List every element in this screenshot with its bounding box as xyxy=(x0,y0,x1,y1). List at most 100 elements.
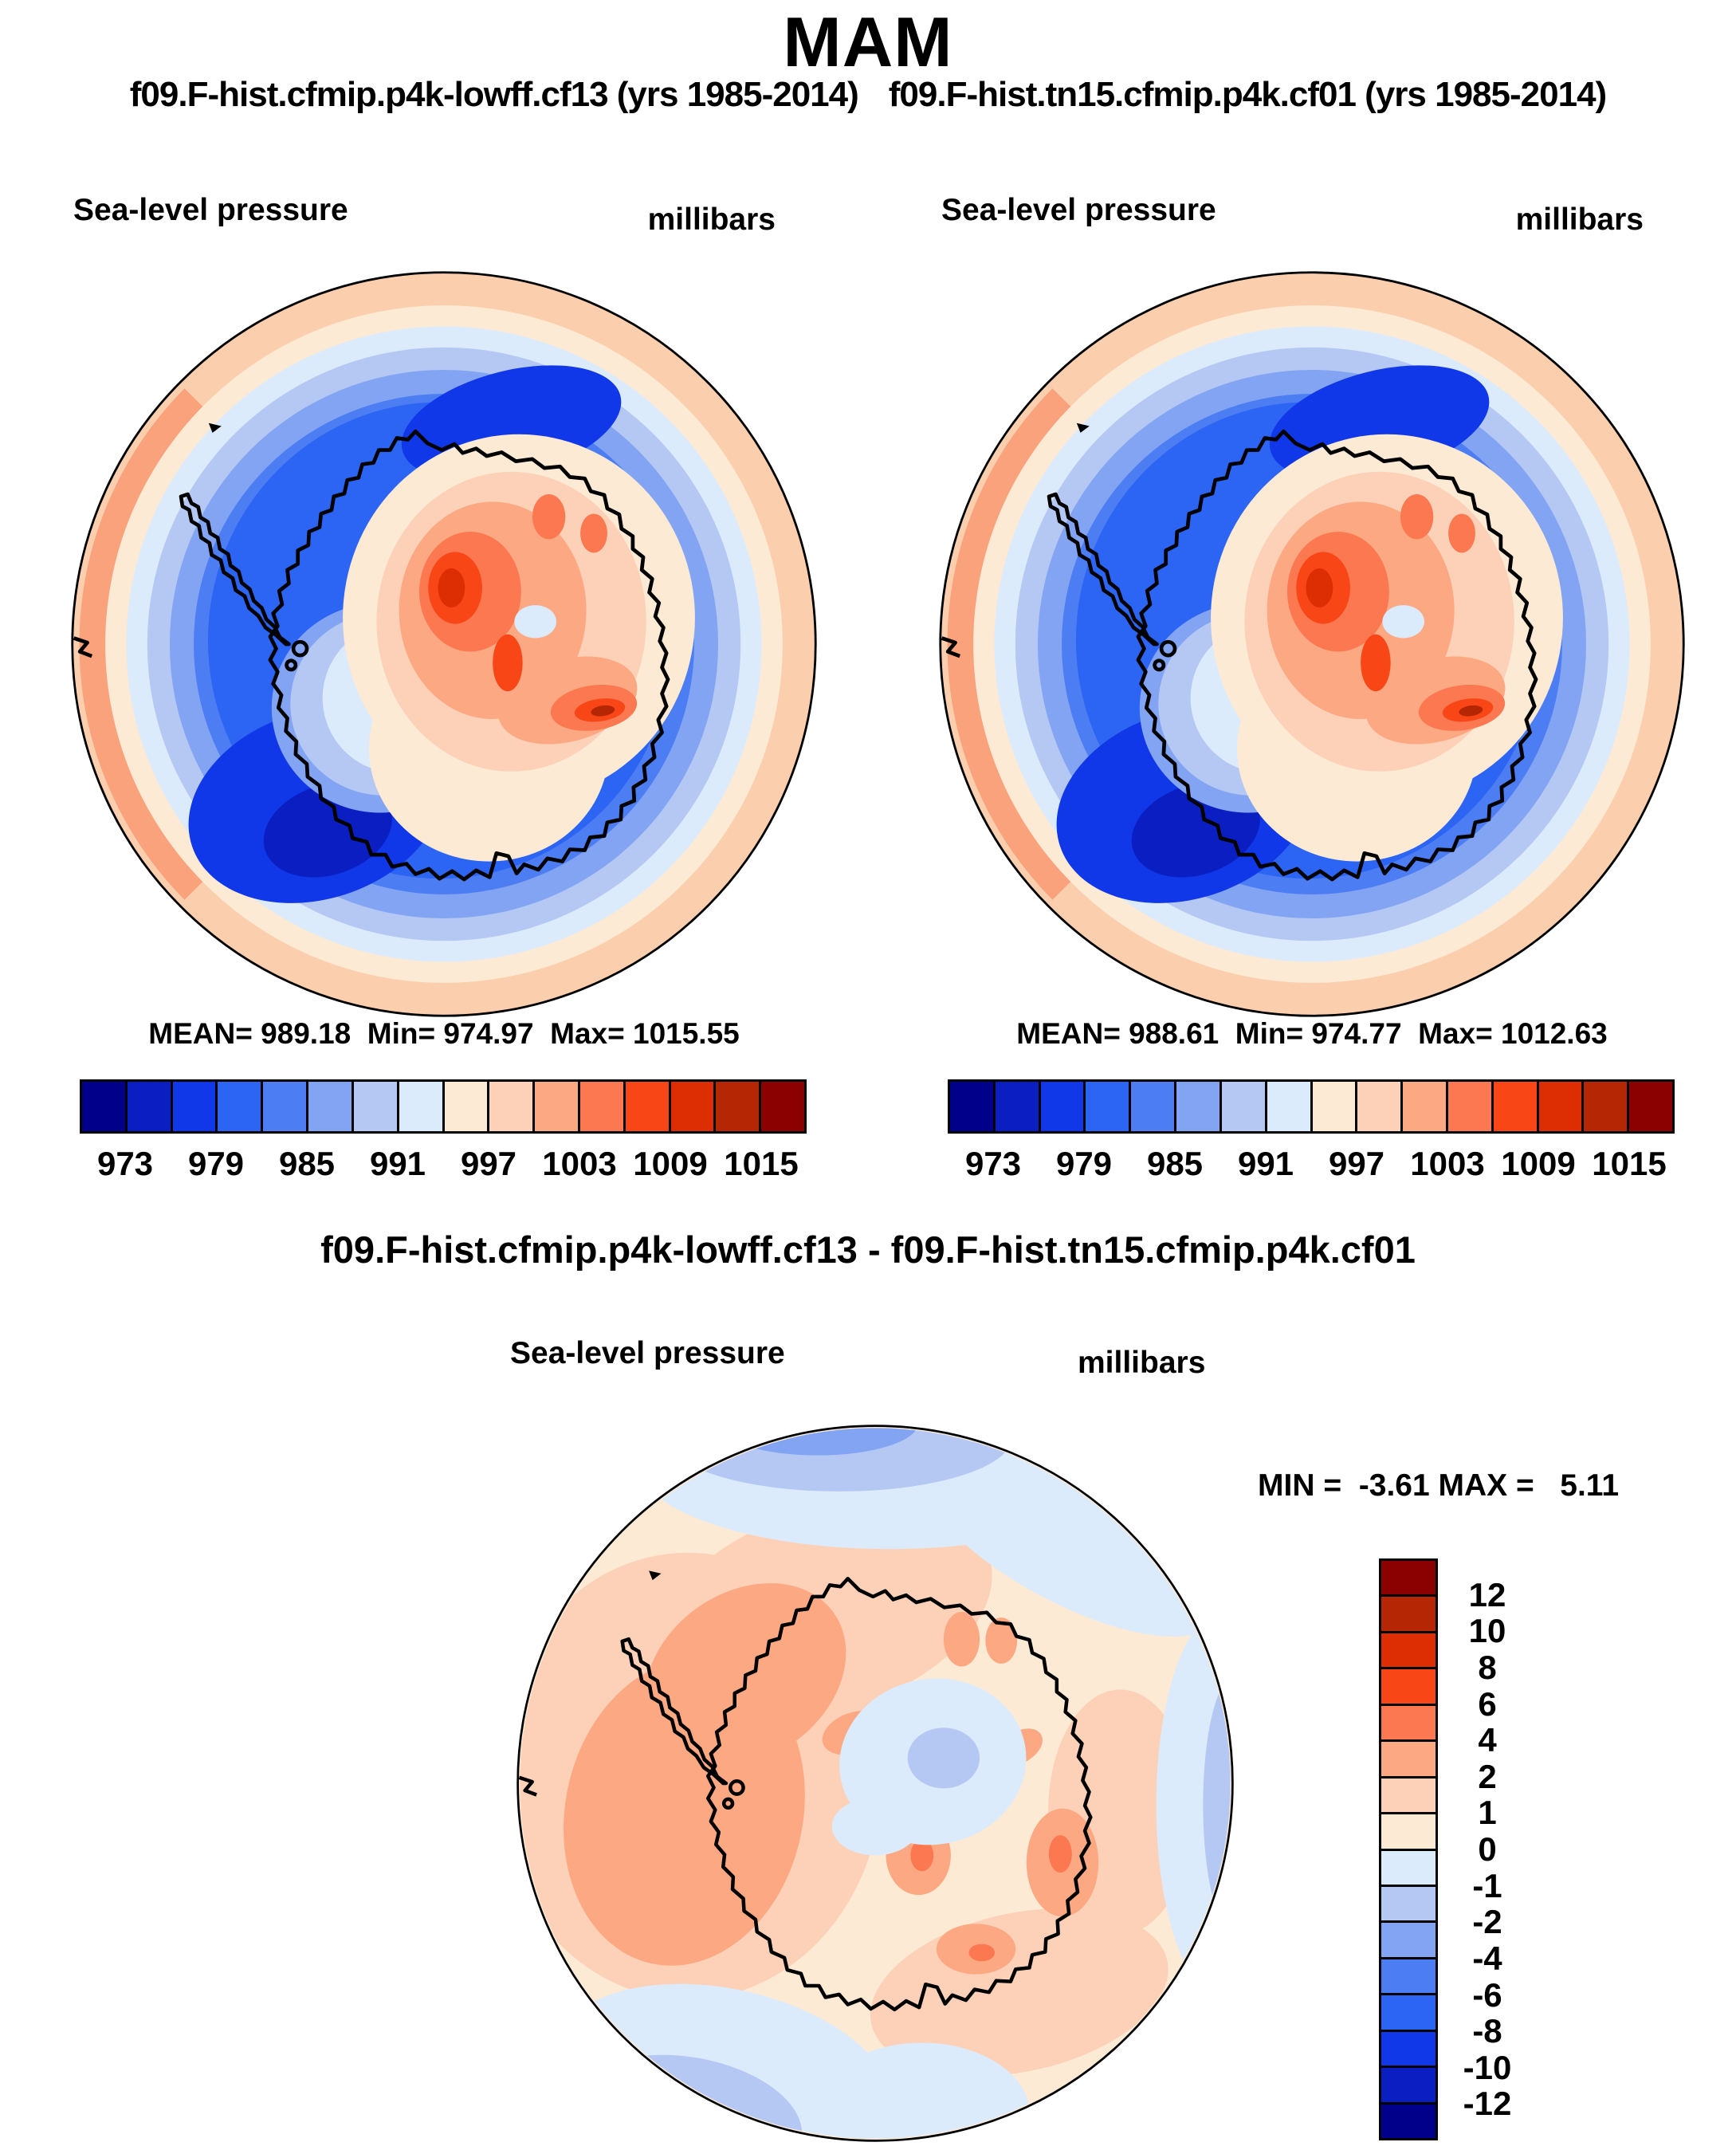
colorbar-tick-label: 1003 xyxy=(542,1145,617,1182)
colorbar-case1: 973 979 985 991 997 1003 1009 1015 xyxy=(80,1079,807,1183)
colorbar-ticks: 973 979 985 991 997 1003 1009 1015 xyxy=(948,1134,1675,1183)
colorbar-tick-label: 6 xyxy=(1478,1684,1497,1723)
colorbar-segment xyxy=(82,1082,128,1131)
colorbar-segment xyxy=(1221,1082,1267,1131)
colorbar-segment xyxy=(399,1082,445,1131)
colorbar-segment xyxy=(1381,1959,1436,1996)
colorbar-segment xyxy=(1381,1923,1436,1959)
colorbar-boxes xyxy=(80,1079,807,1134)
colorbar-segment xyxy=(1381,2104,1436,2138)
colorbar-segment xyxy=(761,1082,804,1131)
colorbar-segment xyxy=(444,1082,490,1131)
colorbar-segment xyxy=(1381,1705,1436,1743)
stats-case1: MEAN= 989.18 Min= 974.97 Max= 1015.55 xyxy=(148,1017,740,1050)
colorbar-tick-label: 0 xyxy=(1478,1830,1497,1868)
colorbar-tick-label: -4 xyxy=(1472,1939,1502,1977)
colorbar-tick-label: 12 xyxy=(1468,1575,1506,1613)
colorbar-segment xyxy=(1381,1995,1436,2032)
slp-map-case2 xyxy=(937,269,1687,1019)
colorbar-segment xyxy=(716,1082,762,1131)
colorbar-tick-label: 991 xyxy=(369,1145,426,1182)
colorbar-ticks: 973 979 985 991 997 1003 1009 1015 xyxy=(80,1134,807,1183)
colorbar-segment xyxy=(1312,1082,1358,1131)
colorbar-segment xyxy=(670,1082,717,1131)
colorbar-segment xyxy=(1629,1082,1672,1131)
run-title-right: f09.F-hist.tn15.cfmip.p4k.cf01 (yrs 1985… xyxy=(888,75,1607,114)
colorbar-segment xyxy=(625,1082,671,1131)
units-label: millibars xyxy=(1078,1346,1206,1380)
colorbar-segment xyxy=(1176,1082,1222,1131)
colorbar-segment xyxy=(1381,1778,1436,1815)
colorbar-tick-label: 1009 xyxy=(1501,1145,1576,1182)
field-label: Sea-level pressure xyxy=(941,193,1216,227)
units-label: millibars xyxy=(1515,202,1644,237)
colorbar-tick-label: 1015 xyxy=(724,1145,799,1182)
run-titles-row: f09.F-hist.cfmip.p4k-lowff.cf13 (yrs 198… xyxy=(0,75,1736,115)
colorbar-tick-label: 985 xyxy=(278,1145,336,1182)
colorbar-segment xyxy=(1381,1597,1436,1633)
colorbar-segment xyxy=(353,1082,399,1131)
colorbar-ticks: 12 10 8 6 4 2 1 0 -1 -2 -4 -6 -8 -10 -12 xyxy=(1438,1558,1565,2140)
colorbar-tick-label: 1009 xyxy=(633,1145,708,1182)
run-title-left: f09.F-hist.cfmip.p4k-lowff.cf13 (yrs 198… xyxy=(129,75,859,114)
colorbar-segment xyxy=(1381,2031,1436,2069)
colorbar-case2: 973 979 985 991 997 1003 1009 1015 xyxy=(948,1079,1675,1183)
colorbar-tick-label: 997 xyxy=(460,1145,517,1182)
colorbar-segment xyxy=(1381,1814,1436,1851)
colorbar-tick-label: 1015 xyxy=(1592,1145,1667,1182)
colorbar-boxes xyxy=(948,1079,1675,1134)
colorbar-tick-label: -10 xyxy=(1463,2048,1512,2086)
colorbar-tick-label: 979 xyxy=(1055,1145,1113,1182)
colorbar-segment xyxy=(489,1082,536,1131)
season-title: MAM xyxy=(783,2,953,81)
colorbar-segment xyxy=(263,1082,309,1131)
colorbar-tick-label: 2 xyxy=(1478,1757,1497,1795)
colorbar-tick-label: 8 xyxy=(1478,1648,1497,1686)
colorbar-tick-label: -8 xyxy=(1472,2012,1502,2050)
colorbar-segment xyxy=(1040,1082,1086,1131)
colorbar-segment xyxy=(579,1082,626,1131)
slp-map-case1 xyxy=(69,269,819,1019)
colorbar-segment xyxy=(950,1082,996,1131)
colorbar-segment xyxy=(1381,1669,1436,1706)
colorbar-segment xyxy=(1381,1561,1436,1598)
colorbar-tick-label: 973 xyxy=(964,1145,1022,1182)
colorbar-segment xyxy=(308,1082,354,1131)
colorbar-tick-label: 10 xyxy=(1468,1612,1506,1650)
colorbar-tick-label: 991 xyxy=(1237,1145,1294,1182)
panel-case1: Sea-level pressure millibars MEAN= 989.1… xyxy=(0,183,868,1220)
colorbar-tick-label: 1003 xyxy=(1410,1145,1485,1182)
colorbar-tick-label: 997 xyxy=(1328,1145,1385,1182)
colorbar-segment xyxy=(1381,1886,1436,1924)
field-label: Sea-level pressure xyxy=(510,1336,785,1370)
colorbar-segment xyxy=(1381,2068,1436,2105)
colorbar-segment xyxy=(995,1082,1041,1131)
colorbar-segment xyxy=(172,1082,218,1131)
panel-case2: Sea-level pressure millibars MEAN= 988.6… xyxy=(868,183,1736,1220)
colorbar-tick-label: -2 xyxy=(1472,1903,1502,1941)
colorbar-segment xyxy=(1538,1082,1585,1131)
slp-difference-map xyxy=(515,1423,1235,2144)
colorbar-tick-label: -6 xyxy=(1472,1975,1502,2014)
colorbar-tick-label: 973 xyxy=(96,1145,154,1182)
colorbar-tick-label: 4 xyxy=(1478,1721,1497,1759)
colorbar-segment xyxy=(1493,1082,1539,1131)
stats-difference: MIN = -3.61 MAX = 5.11 xyxy=(1258,1468,1620,1503)
colorbar-segment xyxy=(1403,1082,1448,1131)
field-label: Sea-level pressure xyxy=(73,193,348,227)
colorbar-difference: 12 10 8 6 4 2 1 0 -1 -2 -4 -6 -8 -10 -12 xyxy=(1379,1558,1511,2140)
colorbar-tick-label: -1 xyxy=(1472,1866,1502,1904)
units-label: millibars xyxy=(647,202,776,237)
colorbar-segment xyxy=(1381,1633,1436,1670)
colorbar-segment xyxy=(1381,1742,1436,1779)
colorbar-tick-label: 985 xyxy=(1146,1145,1204,1182)
colorbar-tick-label: -12 xyxy=(1463,2085,1512,2123)
colorbar-segment xyxy=(1584,1082,1630,1131)
difference-title: f09.F-hist.cfmip.p4k-lowff.cf13 - f09.F-… xyxy=(320,1228,1416,1271)
colorbar-segment xyxy=(1131,1082,1177,1131)
colorbar-segment xyxy=(1381,1850,1436,1887)
colorbar-tick-label: 979 xyxy=(187,1145,245,1182)
colorbar-segment xyxy=(218,1082,264,1131)
colorbar-segment xyxy=(535,1082,580,1131)
